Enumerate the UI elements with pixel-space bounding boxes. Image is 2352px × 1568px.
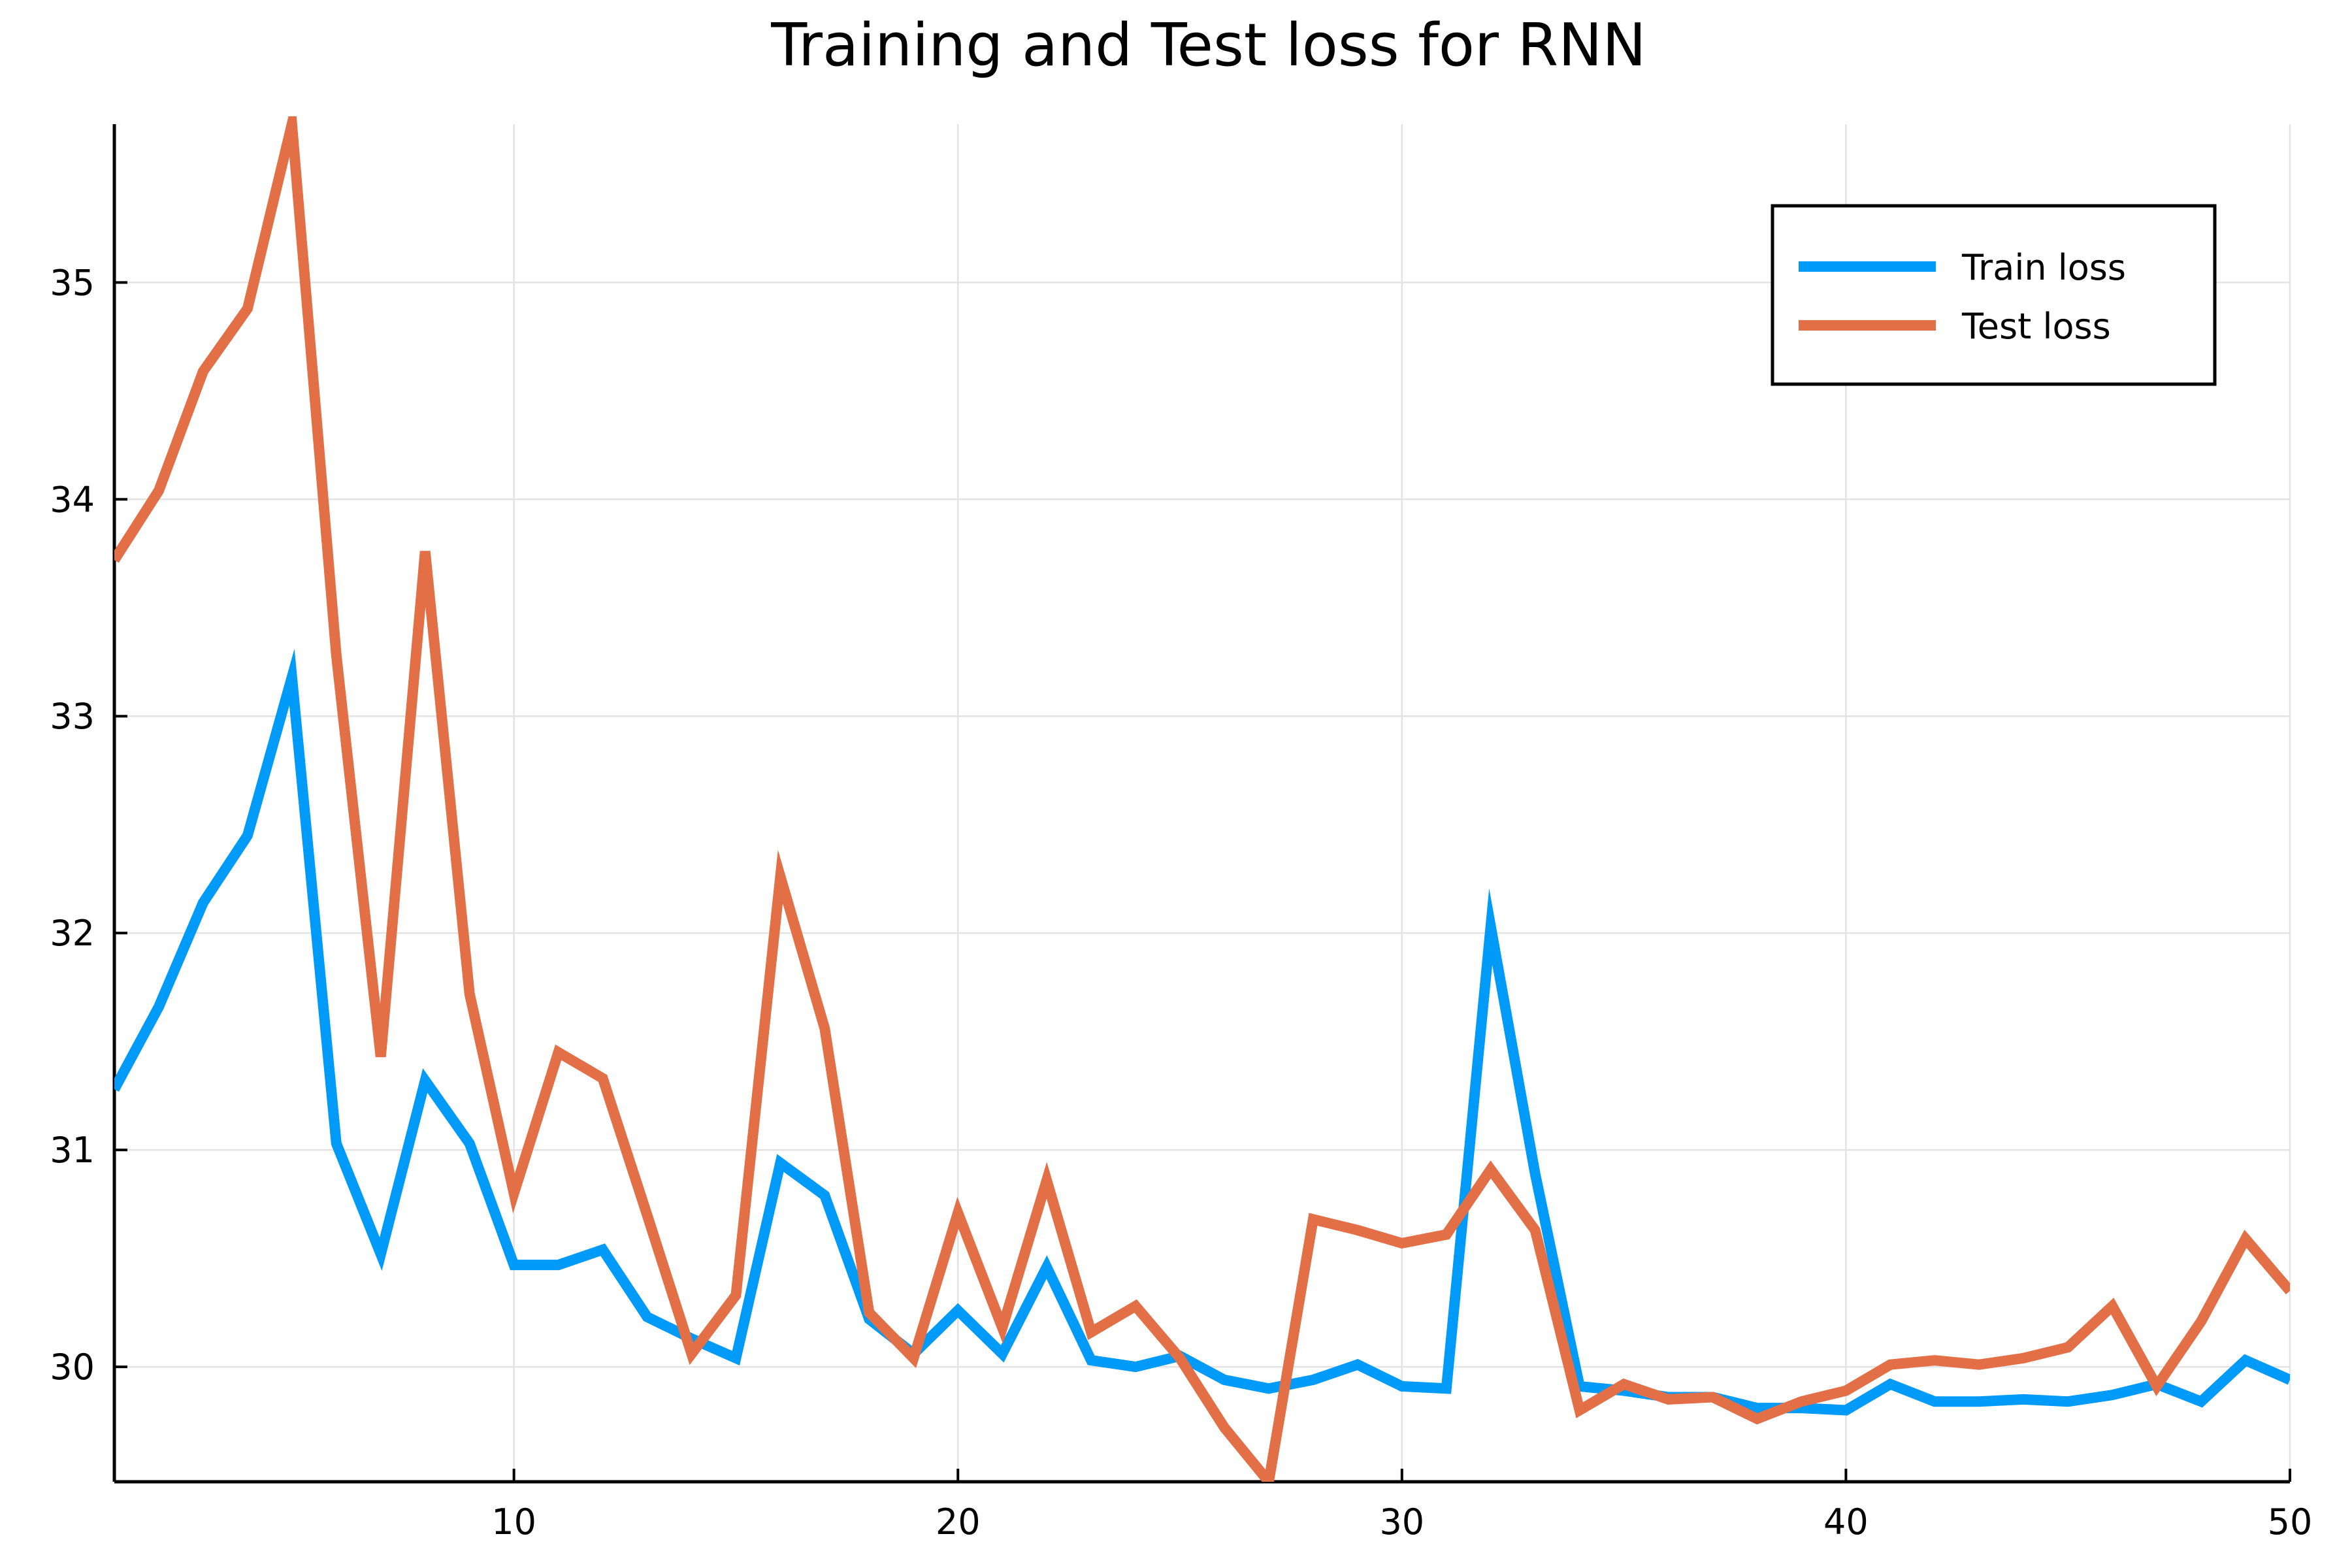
- x-tick-label-50: 50: [2268, 1501, 2313, 1543]
- y-tick-label-34: 34: [50, 479, 95, 520]
- series-line-train-loss: [114, 648, 2290, 1416]
- legend: Train loss Test loss: [1771, 204, 2217, 386]
- legend-label-train: Train loss: [1961, 247, 2126, 288]
- x-tick-label-10: 10: [491, 1501, 536, 1543]
- y-tick-label-31: 31: [50, 1130, 95, 1171]
- y-tick-label-30: 30: [50, 1347, 95, 1388]
- y-tick-label-33: 33: [50, 696, 95, 737]
- x-tick-label-40: 40: [1823, 1501, 1869, 1543]
- legend-label-test: Test loss: [1961, 306, 2111, 347]
- y-tick-label-32: 32: [50, 913, 95, 954]
- axes: [112, 124, 2291, 1484]
- chart-title: Training and Test loss for RNN: [770, 11, 1646, 80]
- y-tick-label-35: 35: [50, 262, 95, 303]
- legend-box: [1771, 204, 2217, 386]
- tick-labels: 10 20 30 40 50 30 31 32 33 34 35: [50, 262, 2312, 1543]
- series-line-test-loss: [114, 116, 2290, 1482]
- x-tick-label-20: 20: [936, 1501, 981, 1543]
- series-lines: [114, 116, 2290, 1482]
- x-tick-label-30: 30: [1379, 1501, 1424, 1543]
